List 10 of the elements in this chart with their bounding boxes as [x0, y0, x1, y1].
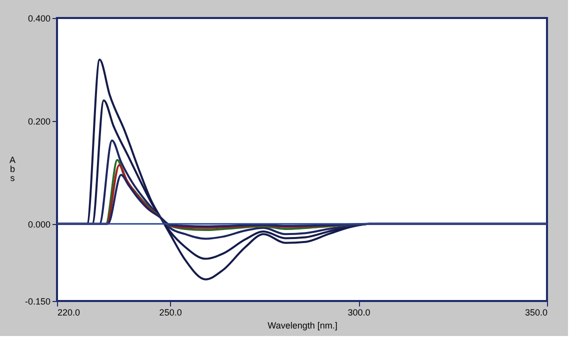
x-tick-label: 250.0: [159, 308, 182, 318]
y-tick-label: 0.200: [28, 116, 50, 126]
y-tick-label: 0.400: [28, 14, 50, 24]
x-tick-label: 300.0: [348, 308, 370, 318]
y-axis-title: Abs: [9, 155, 16, 183]
x-axis-title: Wavelength [nm.]: [268, 320, 338, 330]
x-tick-label: 350.0: [524, 308, 548, 318]
y-tick-label: -0.150: [24, 296, 50, 306]
x-tick-label: 220.0: [58, 308, 80, 318]
y-tick-label: 0.000: [28, 219, 50, 230]
